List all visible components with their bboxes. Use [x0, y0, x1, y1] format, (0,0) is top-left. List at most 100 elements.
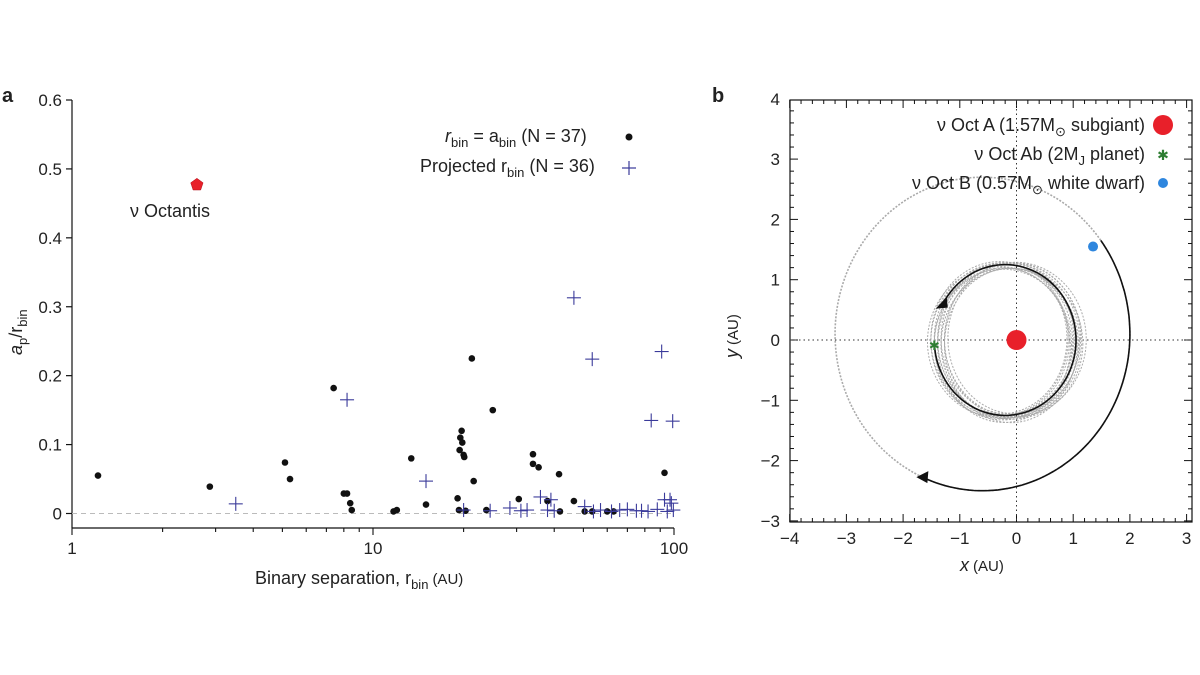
data-point-dot [94, 472, 102, 479]
data-point-plus [663, 492, 678, 507]
panel-a-x-label-sub: bin [411, 577, 428, 592]
legend-plus-sub: bin [507, 165, 524, 180]
data-point-plus [644, 413, 659, 428]
legend-white-dwarf-marker [1158, 178, 1168, 188]
panel-a-x-label-main: Binary separation, r [255, 568, 411, 588]
b-ytick-label: −1 [761, 391, 780, 410]
data-point-dot [515, 495, 523, 503]
star-a-marker [1006, 330, 1027, 350]
planet-orbit-loop [943, 267, 1078, 424]
data-point-dot [206, 483, 214, 490]
legend-star-a-pre: ν Oct A (1.57M [937, 115, 1055, 135]
b-ytick-label: 4 [771, 90, 780, 109]
b-ytick-label: −3 [761, 512, 780, 531]
legend-planet-post: planet) [1085, 144, 1145, 164]
legend-planet-pre: ν Oct Ab (2M [974, 144, 1078, 164]
a-ytick-label: 0.1 [38, 436, 62, 455]
nu-octantis-label: ν Octantis [130, 201, 210, 221]
b-xtick-label: −2 [893, 529, 912, 548]
panel-b-frame [789, 99, 1193, 523]
data-point-dot [343, 490, 351, 497]
panel-a-y-label: ap/rbin [6, 309, 30, 355]
data-point-dot [535, 464, 542, 471]
a-ytick-label: 0.5 [38, 160, 62, 179]
data-point-plus [634, 503, 649, 518]
b-xtick-label: 1 [1068, 529, 1077, 548]
legend-dots-eq: = a [468, 126, 500, 146]
a-ytick-label: 0 [53, 505, 62, 524]
legend-dots-text: rbin = abin (N = 37) [445, 126, 587, 150]
data-point-plus [660, 504, 675, 519]
data-point-dot [330, 384, 337, 392]
panel-b-y-label: y (AU) [722, 314, 742, 360]
a-ytick-label: 0.2 [38, 367, 62, 386]
legend-star-a-post: subgiant) [1066, 115, 1145, 135]
panel-b-letter: b [712, 85, 724, 107]
panel-a-y-label-sub1: p [15, 338, 30, 345]
legend-star-a-marker [1153, 115, 1173, 135]
data-point-dot [460, 453, 468, 461]
data-point-dot [661, 469, 668, 477]
planet-orbit-loop [947, 262, 1082, 415]
data-point-dot [489, 406, 497, 414]
data-point-dot [468, 355, 476, 362]
legend-white-dwarf-sub: ⊙ [1032, 182, 1043, 197]
legend-plus-pre: Projected r [420, 156, 507, 176]
data-point-dot [555, 470, 563, 478]
legend-dot-marker [625, 133, 633, 141]
data-point-plus [577, 499, 592, 514]
data-point-dot [281, 459, 289, 466]
a-ytick-label: 0.3 [38, 298, 62, 317]
legend-star-a: ν Oct A (1.57M⊙ subgiant) [937, 115, 1145, 139]
data-point-plus [456, 503, 471, 518]
data-point-plus [620, 502, 635, 517]
data-point-dot [346, 499, 354, 507]
data-point-plus [641, 504, 656, 519]
legend-planet-sub: J [1078, 153, 1085, 168]
data-point-plus [513, 503, 528, 518]
b-xtick-label: 2 [1125, 529, 1134, 548]
data-point-dot [570, 497, 578, 505]
legend-plus-text: Projected rbin (N = 36) [420, 156, 595, 180]
legend-dots-r: r [445, 126, 452, 146]
planet-trajectory [933, 263, 1077, 417]
b-ytick-label: 0 [771, 331, 780, 350]
planet-orbit-loop [940, 267, 1084, 420]
data-point-plus [650, 502, 665, 517]
data-point-dot [407, 455, 415, 462]
data-point-plus [540, 503, 555, 518]
data-point-plus [666, 503, 681, 518]
b-ytick-label: −2 [761, 452, 780, 471]
legend-plus-n: (N = 36) [524, 156, 595, 176]
a-ytick-label: 0.6 [38, 91, 62, 110]
data-point-dot [454, 495, 461, 502]
b-xtick-label: −3 [837, 529, 856, 548]
legend-dots-sub2: bin [499, 135, 516, 150]
data-point-dot [456, 446, 463, 454]
panel-a-letter: a [2, 85, 14, 107]
panel-a-y-label-mid: /r [6, 327, 26, 338]
b-xtick-label: 0 [1012, 529, 1021, 548]
a-xtick-label: 100 [660, 539, 688, 558]
data-point-plus [483, 503, 498, 518]
data-point-plus [502, 500, 517, 515]
data-point-plus [586, 504, 601, 519]
legend-star-a-sub: ⊙ [1055, 124, 1066, 139]
panel-a-x-label-unit: (AU) [432, 571, 463, 588]
panel-b-y-label-unit: (AU) [725, 314, 742, 345]
data-point-plus [593, 503, 608, 518]
data-point-plus [533, 489, 548, 504]
b-ytick-label: 2 [771, 210, 780, 229]
data-point-plus [654, 344, 669, 359]
data-point-dot [348, 506, 356, 514]
data-point-plus [520, 503, 535, 518]
white-dwarf-trajectory [922, 239, 1131, 492]
legend-plus-marker [622, 161, 636, 175]
planet-orbit-loop [926, 265, 1070, 418]
white-dwarf-trajectory-arrow [916, 471, 929, 484]
b-ytick-label: 3 [771, 150, 780, 169]
data-point-plus [612, 503, 627, 518]
data-point-plus [340, 392, 355, 407]
data-point-plus [664, 496, 679, 511]
